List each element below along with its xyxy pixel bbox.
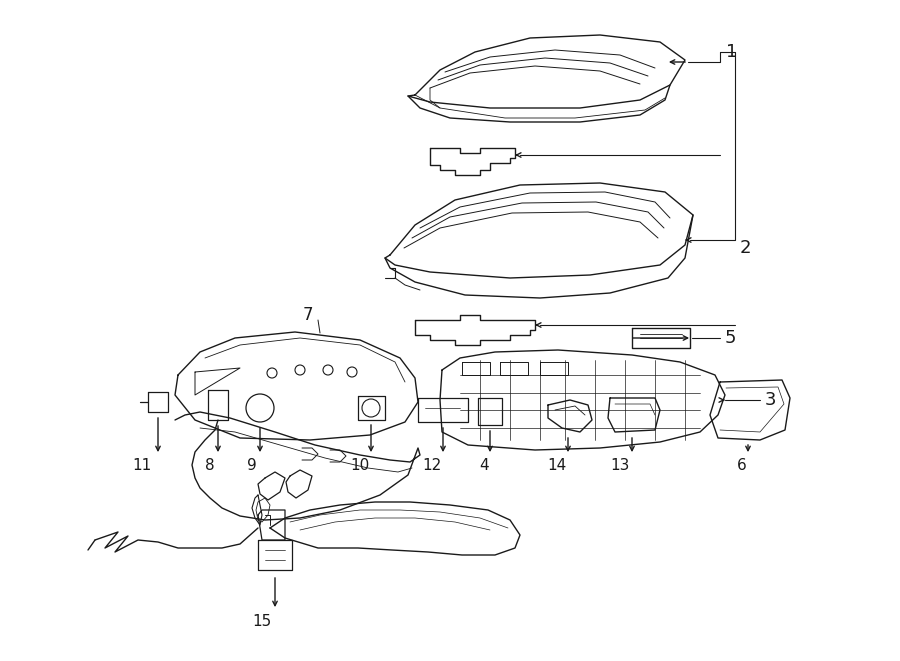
Text: 11: 11	[132, 457, 151, 473]
Text: 12: 12	[422, 457, 442, 473]
Text: 1: 1	[726, 43, 737, 61]
Text: 6: 6	[737, 457, 747, 473]
Text: 3: 3	[765, 391, 777, 409]
Text: 2: 2	[740, 239, 752, 257]
Text: 10: 10	[350, 457, 370, 473]
Text: 7: 7	[302, 306, 313, 324]
Text: 13: 13	[610, 457, 630, 473]
Text: 9: 9	[248, 457, 256, 473]
Text: 4: 4	[479, 457, 489, 473]
Text: 5: 5	[725, 329, 736, 347]
Text: 8: 8	[205, 457, 215, 473]
Text: 15: 15	[252, 615, 272, 629]
Text: 14: 14	[547, 457, 567, 473]
